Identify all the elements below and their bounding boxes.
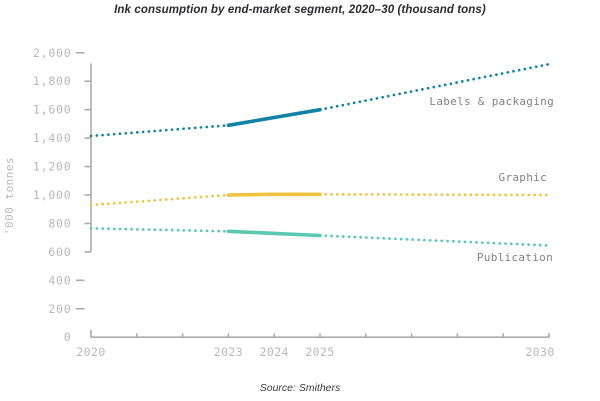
- y-tick-label: 400: [48, 273, 71, 287]
- series-line-solid-labels-packaging: [226, 107, 322, 128]
- series-line-dotted-publication: [318, 234, 551, 247]
- y-tick-label: 1,400: [33, 131, 72, 145]
- y-tick-label: 200: [48, 302, 71, 316]
- y-tick-label: 0: [64, 330, 72, 344]
- y-tick-label: 1,200: [33, 160, 72, 174]
- series-label-graphic: Graphic: [499, 171, 547, 184]
- x-tick-label: 2020: [76, 345, 105, 359]
- y-tick-label: 2,000: [33, 46, 72, 60]
- series-label-publication: Publication: [477, 251, 553, 264]
- y-tick-label: 1,600: [33, 103, 72, 117]
- series-line-dotted-labels-packaging: [89, 123, 230, 138]
- series-line-dotted-labels-packaging: [318, 62, 551, 112]
- y-tick-label: 600: [48, 245, 71, 259]
- series-line-dotted-graphic: [318, 192, 551, 197]
- chart-title: Ink consumption by end-market segment, 2…: [114, 4, 486, 16]
- series-label-labels-packaging: Labels & packaging: [429, 95, 554, 108]
- series-line-dotted-publication: [89, 227, 230, 233]
- source-note: Source: Smithers: [259, 382, 341, 394]
- y-tick-label: 800: [48, 216, 71, 230]
- y-tick-label: 1,800: [33, 74, 72, 88]
- x-tick-label: 2024: [260, 345, 289, 359]
- series-line-solid-graphic: [226, 192, 322, 197]
- y-axis-title: '000 tonnes: [3, 157, 16, 235]
- x-tick-label: 2025: [305, 345, 334, 359]
- series-line-dotted-graphic: [89, 193, 230, 207]
- series-line-solid-publication: [226, 229, 322, 238]
- y-tick-label: 1,000: [33, 188, 72, 202]
- x-tick-label: 2030: [525, 345, 554, 359]
- x-tick-label: 2023: [214, 345, 243, 359]
